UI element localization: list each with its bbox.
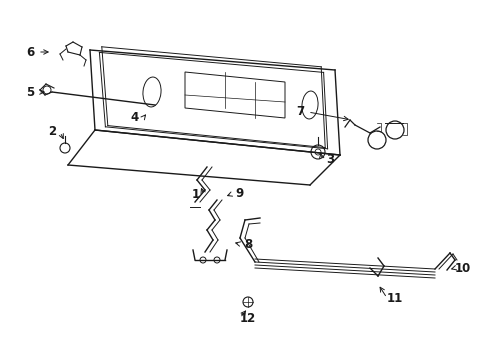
Text: 4: 4 bbox=[131, 112, 139, 125]
Text: 10: 10 bbox=[454, 261, 470, 274]
Text: 5: 5 bbox=[26, 85, 34, 99]
Text: 8: 8 bbox=[244, 238, 252, 251]
Text: 11: 11 bbox=[386, 292, 402, 305]
Ellipse shape bbox=[301, 91, 317, 119]
Text: 7: 7 bbox=[295, 105, 304, 118]
Text: 3: 3 bbox=[325, 153, 333, 166]
Text: 6: 6 bbox=[26, 45, 34, 58]
Text: 9: 9 bbox=[235, 188, 244, 201]
Text: 1: 1 bbox=[192, 189, 200, 202]
Text: 2: 2 bbox=[48, 126, 56, 139]
Ellipse shape bbox=[142, 77, 161, 107]
Text: 12: 12 bbox=[240, 311, 256, 324]
